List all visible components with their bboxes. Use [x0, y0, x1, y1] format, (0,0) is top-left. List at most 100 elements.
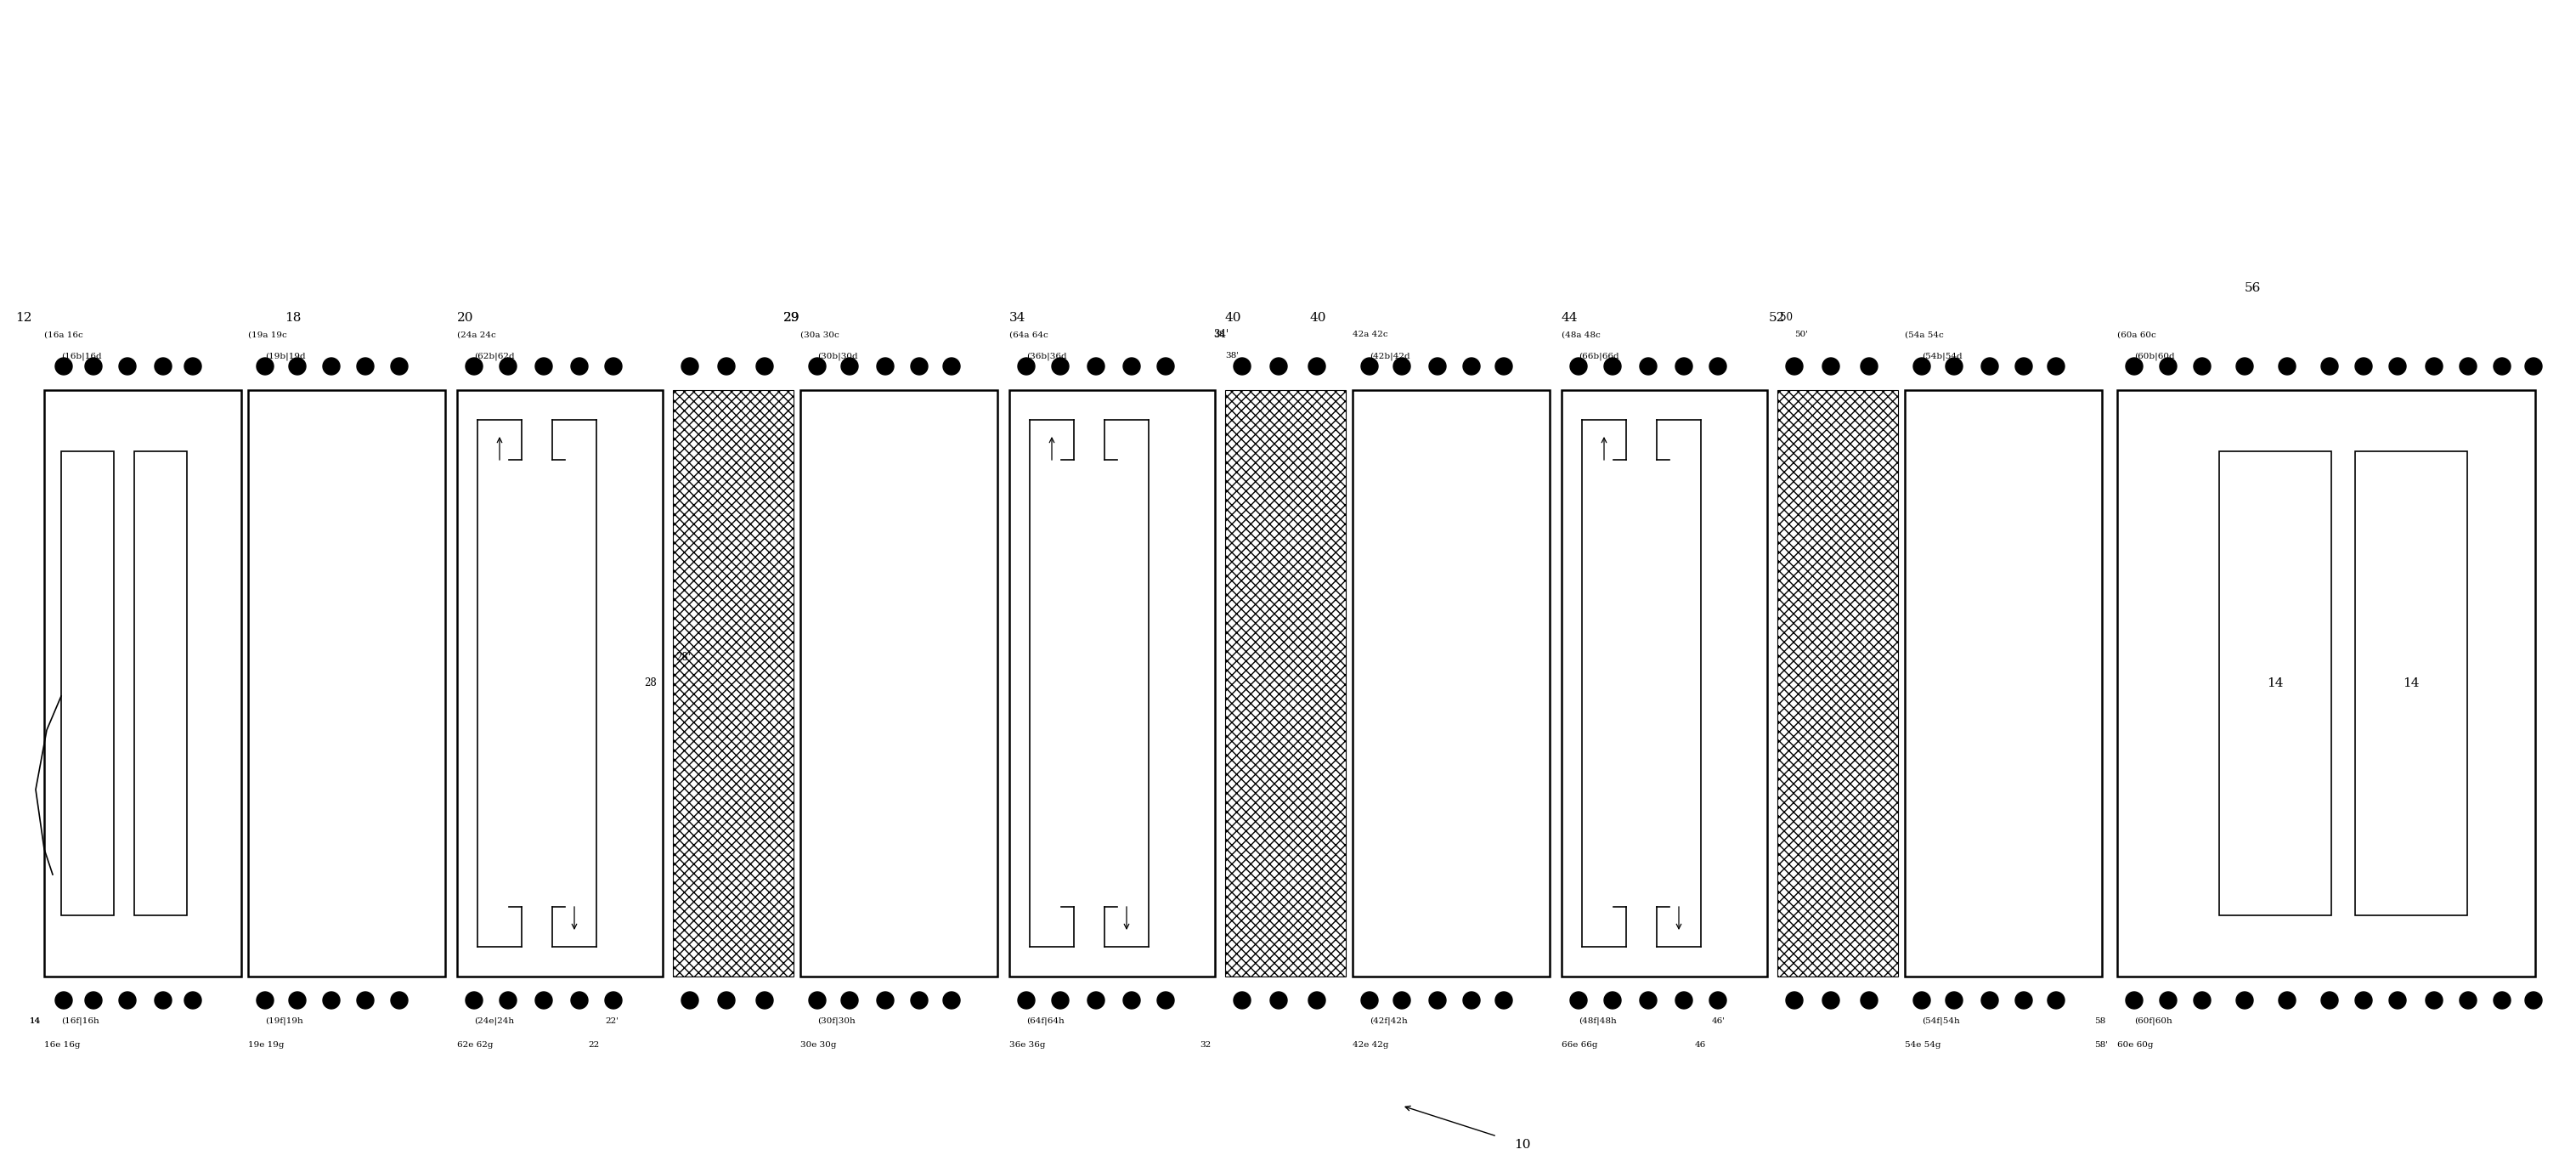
Circle shape: [54, 992, 72, 1009]
Circle shape: [1914, 992, 1929, 1009]
Circle shape: [1821, 357, 1839, 375]
Text: 16e 16g: 16e 16g: [44, 1041, 80, 1048]
Text: 40: 40: [1311, 312, 1327, 323]
Text: (60a 60c: (60a 60c: [2117, 331, 2156, 339]
Circle shape: [1051, 992, 1069, 1009]
Circle shape: [2236, 357, 2254, 375]
Circle shape: [1394, 357, 1409, 375]
Circle shape: [2460, 357, 2476, 375]
Circle shape: [54, 357, 72, 375]
Circle shape: [1981, 357, 1999, 375]
Text: 20: 20: [456, 312, 474, 323]
Text: (42f|42h: (42f|42h: [1370, 1016, 1406, 1024]
Circle shape: [258, 992, 273, 1009]
Circle shape: [289, 992, 307, 1009]
Circle shape: [943, 357, 961, 375]
Text: (30f|30h: (30f|30h: [817, 1016, 855, 1024]
Circle shape: [2125, 357, 2143, 375]
Circle shape: [809, 357, 827, 375]
Circle shape: [683, 357, 698, 375]
Text: 60e 60g: 60e 60g: [2117, 1041, 2154, 1048]
Text: (64f|64h: (64f|64h: [1025, 1016, 1064, 1024]
Circle shape: [1785, 992, 1803, 1009]
Circle shape: [392, 357, 407, 375]
Circle shape: [2427, 357, 2442, 375]
Circle shape: [1087, 992, 1105, 1009]
Circle shape: [1945, 992, 1963, 1009]
Text: 50: 50: [1780, 312, 1793, 323]
Text: (62b|62d: (62b|62d: [474, 352, 515, 360]
Circle shape: [2524, 992, 2543, 1009]
Circle shape: [2236, 992, 2254, 1009]
Text: (60f|60h: (60f|60h: [2133, 1016, 2172, 1024]
Circle shape: [605, 357, 621, 375]
Text: (54a 54c: (54a 54c: [1904, 331, 1945, 339]
Bar: [672, 390, 793, 976]
Circle shape: [1641, 357, 1656, 375]
Text: (16f|16h: (16f|16h: [62, 1016, 100, 1024]
Circle shape: [1270, 357, 1288, 375]
Circle shape: [2048, 357, 2063, 375]
Circle shape: [536, 992, 551, 1009]
Bar: [1561, 390, 1767, 976]
Circle shape: [185, 992, 201, 1009]
Text: 62e 62g: 62e 62g: [456, 1041, 492, 1048]
Circle shape: [1463, 992, 1481, 1009]
Bar: [2218, 451, 2331, 915]
Text: (64a 64c: (64a 64c: [1010, 331, 1048, 339]
Circle shape: [719, 992, 734, 1009]
Circle shape: [842, 992, 858, 1009]
Text: (30a 30c: (30a 30c: [801, 331, 840, 339]
Text: (54f|54h: (54f|54h: [1922, 1016, 1960, 1024]
Circle shape: [1309, 992, 1327, 1009]
Circle shape: [466, 357, 482, 375]
Text: 66e 66g: 66e 66g: [1561, 1041, 1597, 1048]
Text: 10: 10: [1515, 1139, 1530, 1151]
Text: (48a 48c: (48a 48c: [1561, 331, 1600, 339]
Text: 29: 29: [783, 312, 801, 323]
Text: 44: 44: [1561, 312, 1579, 323]
Circle shape: [757, 357, 773, 375]
Circle shape: [2524, 357, 2543, 375]
Circle shape: [876, 992, 894, 1009]
Text: 28: 28: [644, 677, 657, 689]
Circle shape: [1710, 992, 1726, 1009]
Circle shape: [1860, 992, 1878, 1009]
Bar: [2354, 451, 2468, 915]
Text: 52: 52: [1770, 312, 1785, 323]
Circle shape: [1569, 992, 1587, 1009]
Circle shape: [185, 357, 201, 375]
Circle shape: [2427, 992, 2442, 1009]
Circle shape: [2280, 357, 2295, 375]
Text: (16a 16c: (16a 16c: [44, 331, 82, 339]
Text: 30e 30g: 30e 30g: [801, 1041, 837, 1048]
Bar: [1010, 390, 1216, 976]
Circle shape: [536, 357, 551, 375]
Text: 38': 38': [1226, 353, 1239, 360]
Circle shape: [2280, 992, 2295, 1009]
Bar: [1226, 390, 1345, 976]
Circle shape: [2354, 992, 2372, 1009]
Circle shape: [1605, 992, 1620, 1009]
Text: 29: 29: [783, 312, 801, 323]
Text: 56: 56: [2244, 282, 2262, 294]
Text: (36b|36d: (36b|36d: [1025, 352, 1066, 360]
Text: (19a 19c: (19a 19c: [247, 331, 286, 339]
Circle shape: [809, 992, 827, 1009]
Bar: [1352, 390, 1551, 976]
Circle shape: [1674, 357, 1692, 375]
Circle shape: [605, 992, 621, 1009]
Circle shape: [1860, 357, 1878, 375]
Circle shape: [2460, 992, 2476, 1009]
Circle shape: [2014, 992, 2032, 1009]
Circle shape: [2388, 992, 2406, 1009]
Text: 14: 14: [2403, 677, 2419, 689]
Circle shape: [2048, 992, 2063, 1009]
Circle shape: [358, 357, 374, 375]
Circle shape: [1674, 992, 1692, 1009]
Circle shape: [2388, 357, 2406, 375]
Circle shape: [85, 357, 103, 375]
Bar: [456, 390, 662, 976]
Circle shape: [683, 992, 698, 1009]
Circle shape: [2159, 992, 2177, 1009]
